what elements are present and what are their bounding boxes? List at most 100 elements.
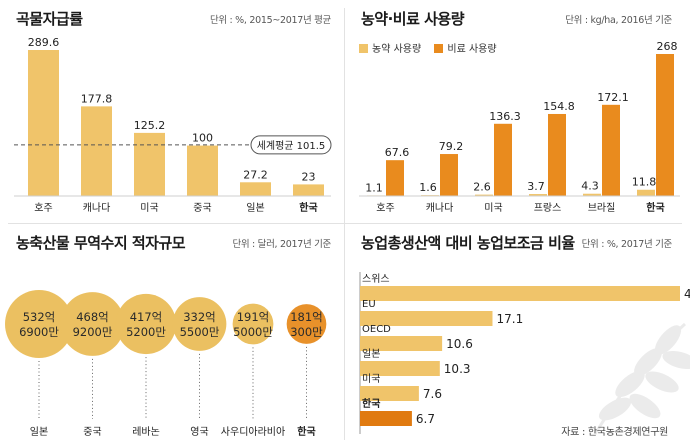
grain-self-sufficiency-panel: 곡물자급률 단위 : %, 2015~2017년 평균 289.6 호주 177.8…: [0, 0, 345, 224]
bar-0-3: [529, 194, 547, 196]
bar-2: [134, 132, 165, 196]
bar-0-5: [637, 189, 655, 196]
value-label: 1.1: [365, 181, 383, 194]
value-label: 332억: [183, 310, 216, 324]
subsidy-chart: 스위스 41.3 EU 17.1 OECD 10.6 일본 10.3 미국 7.6 한국 6.7: [359, 272, 690, 435]
chart-title: 농축산물 무역수지 적자규모: [16, 234, 186, 252]
value-label: 41.3: [684, 287, 690, 301]
bubble: [5, 290, 73, 358]
category-label: EU: [362, 299, 376, 310]
value-label: 11.8: [632, 176, 657, 189]
value-label: 3.7: [527, 180, 545, 193]
value-label: 300만: [290, 325, 323, 339]
legend-label: 비료 사용량: [447, 44, 497, 55]
value-label: 17.1: [496, 312, 523, 326]
category-label: 한국: [646, 202, 664, 214]
category-label: 레바논: [132, 426, 160, 438]
leaf-decoration: [593, 322, 690, 435]
category-label: 미국: [140, 202, 158, 214]
value-label: 9200만: [73, 325, 113, 339]
unit-note: 단위 : 달러, 2017년 기준: [232, 239, 331, 250]
value-label: 10.6: [446, 337, 473, 351]
unit-note: 단위 : %, 2015~2017년 평균: [209, 15, 331, 26]
bar-1-5: [656, 54, 674, 196]
bar-1-3: [548, 113, 566, 196]
value-label: 100: [192, 132, 213, 145]
value-label: 27.2: [243, 168, 268, 181]
grain-chart: 289.6 호주 177.8 캐나다 125.2 미국 100 중국 27.2 일본 23 한국 세계평…: [14, 36, 332, 214]
value-label: 4.3: [581, 180, 599, 193]
category-label: OECD: [362, 324, 391, 335]
chart-title: 농약·비료 사용량: [361, 10, 465, 28]
bar-2: [360, 336, 443, 351]
value-label: 1.6: [419, 181, 437, 194]
category-label: 중국: [193, 202, 211, 214]
bar-1-4: [602, 104, 620, 196]
value-label: 5500만: [180, 325, 220, 339]
value-label: 417억: [130, 310, 163, 324]
value-label: 172.1: [597, 91, 629, 104]
leaf-6: [662, 350, 690, 370]
bar-0: [28, 50, 59, 196]
category-label: 프랑스: [534, 202, 562, 214]
bar-5: [360, 411, 412, 426]
bar-3: [360, 361, 440, 376]
unit-note: 단위 : kg/ha, 2016년 기준: [565, 15, 672, 26]
bar-1-1: [440, 154, 458, 196]
value-label: 177.8: [81, 92, 113, 105]
category-label: 일본: [246, 202, 264, 214]
bubble: [60, 292, 125, 356]
value-label: 532억: [23, 310, 56, 324]
value-label: 5000만: [233, 325, 273, 339]
bar-4: [240, 182, 271, 196]
reference-label-box: [250, 135, 332, 155]
legend-label: 농약 사용량: [372, 44, 422, 55]
category-label: 호주: [376, 202, 394, 214]
category-label: 사우디아라비아: [221, 426, 285, 438]
value-label: 136.3: [489, 110, 521, 123]
bar-1: [81, 106, 112, 196]
chart-title: 곡물자급률: [16, 10, 83, 28]
leaf-4: [629, 393, 661, 419]
bubble: [286, 304, 327, 344]
legend-item-fertilizer: 비료 사용량: [434, 44, 497, 55]
value-label: 268: [657, 40, 678, 53]
bar-1: [360, 311, 493, 326]
reference-label: 세계평균 101.5: [257, 140, 326, 152]
category-label: 한국: [299, 202, 317, 214]
category-label: 한국: [297, 426, 315, 438]
value-label: 154.8: [543, 100, 575, 113]
bar-4: [360, 386, 419, 401]
bubble: [232, 303, 274, 345]
bar-5: [293, 184, 324, 196]
vertical-divider: [344, 8, 345, 440]
value-label: 468억: [76, 310, 109, 324]
value-label: 10.3: [444, 362, 471, 376]
category-label: 미국: [484, 202, 502, 214]
bar-0-4: [583, 193, 601, 196]
leaf-0: [598, 397, 632, 421]
chart-title: 농업총생산액 대비 농업보조금 비율: [361, 234, 575, 252]
value-label: 191억: [237, 310, 270, 324]
bar-1-2: [494, 123, 512, 196]
bar-3: [187, 145, 218, 196]
value-label: 181억: [290, 310, 323, 324]
value-label: 79.2: [439, 140, 464, 153]
legend: 농약 사용량 비료 사용량: [359, 40, 507, 55]
horizontal-divider: [8, 223, 682, 224]
category-label: 스위스: [362, 272, 390, 285]
value-label: 125.2: [134, 119, 166, 132]
value-label: 67.6: [385, 146, 410, 159]
leaf-1: [615, 370, 645, 398]
category-label: 한국: [362, 398, 380, 410]
unit-note: 단위 : %, 2017년 기준: [581, 239, 673, 250]
legend-swatch-pesticide: [359, 44, 368, 53]
leaf-5: [645, 371, 679, 393]
category-label: 호주: [34, 202, 52, 214]
fertilizer-chart: 1.1 67.6 호주 1.6 79.2 캐나다 2.6 136.3 미국 3.7 154.8 프랑스…: [359, 40, 680, 214]
trade-deficit-panel: 농축산물 무역수지 적자규모 단위 : 달러, 2017년 기준 532억 690…: [0, 224, 345, 448]
value-label: 7.6: [423, 387, 442, 401]
value-label: 5200만: [126, 325, 166, 339]
